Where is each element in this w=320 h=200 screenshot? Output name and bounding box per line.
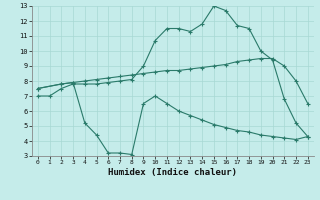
X-axis label: Humidex (Indice chaleur): Humidex (Indice chaleur)	[108, 168, 237, 177]
